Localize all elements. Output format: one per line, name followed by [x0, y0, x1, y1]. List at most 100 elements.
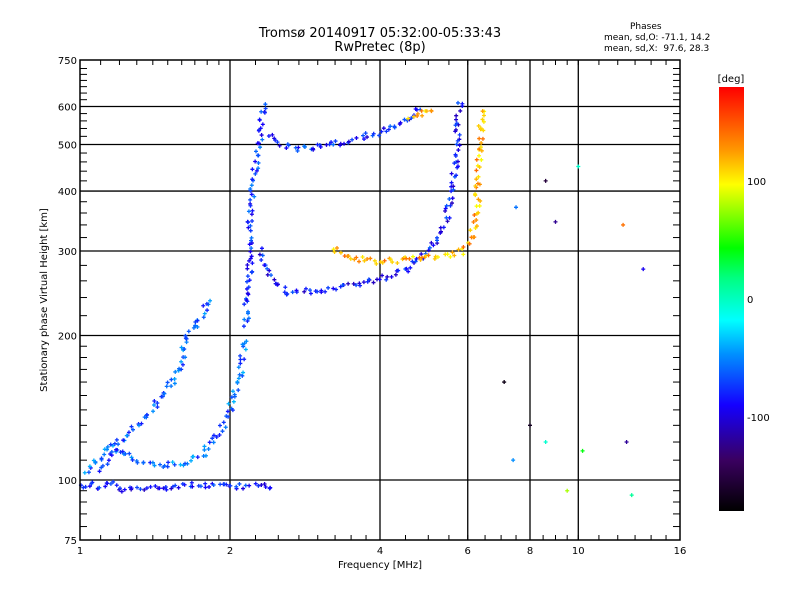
data-point: [453, 129, 458, 134]
data-point: [248, 249, 253, 254]
data-point: [543, 440, 548, 445]
data-point: [580, 448, 585, 453]
data-point: [124, 433, 129, 438]
data-point: [365, 135, 370, 140]
data-point: [352, 257, 357, 262]
data-point: [246, 285, 251, 290]
data-point: [247, 483, 252, 488]
data-point: [256, 483, 261, 488]
data-point: [260, 253, 265, 258]
data-point: [195, 318, 200, 323]
data-point: [443, 206, 448, 211]
data-point: [474, 157, 479, 162]
data-point: [248, 203, 253, 208]
data-point: [119, 489, 124, 494]
data-point: [244, 339, 249, 344]
data-point: [250, 269, 255, 274]
data-point: [262, 110, 267, 115]
data-point: [357, 281, 362, 286]
data-point: [103, 484, 108, 489]
data-point: [151, 409, 156, 414]
data-point: [456, 247, 461, 252]
data-point: [277, 143, 282, 148]
data-point: [214, 434, 219, 439]
data-point: [371, 131, 376, 136]
data-point: [621, 222, 626, 227]
data-point: [255, 141, 260, 146]
data-point: [528, 423, 532, 428]
data-point: [448, 254, 453, 259]
data-point: [135, 460, 140, 465]
data-point: [205, 308, 210, 313]
data-point: [467, 241, 472, 246]
data-point: [262, 481, 267, 486]
data-point: [451, 187, 456, 192]
data-point: [166, 460, 171, 465]
data-point: [238, 353, 243, 358]
data-point: [129, 455, 134, 460]
data-point: [111, 479, 116, 484]
data-point: [445, 219, 450, 224]
data-point: [242, 302, 247, 307]
data-point: [474, 168, 479, 173]
data-point: [452, 161, 457, 166]
data-point: [468, 228, 473, 233]
data-point: [451, 184, 456, 189]
data-point: [191, 325, 196, 330]
data-point: [565, 488, 570, 493]
data-point: [240, 373, 245, 378]
data-point: [236, 376, 241, 381]
colorbar-ticks: 100 0 -100: [747, 177, 770, 424]
data-point: [335, 245, 340, 250]
data-point: [269, 273, 274, 278]
data-point: [130, 427, 135, 432]
data-point: [240, 342, 245, 347]
data-point: [99, 465, 104, 470]
data-point: [479, 140, 484, 145]
data-point: [342, 141, 347, 146]
data-point: [144, 415, 149, 420]
data-point: [381, 126, 386, 131]
data-point: [388, 124, 393, 129]
data-point: [241, 324, 246, 329]
data-point: [249, 192, 254, 197]
axis-ticks: [80, 60, 680, 540]
data-point: [245, 319, 250, 324]
x-tick-label: 10: [572, 546, 585, 557]
data-point: [386, 127, 391, 132]
data-point: [393, 272, 398, 277]
data-point: [235, 379, 240, 384]
data-point: [243, 347, 248, 352]
data-point: [397, 122, 402, 127]
data-point: [311, 147, 316, 152]
data-point: [129, 486, 134, 491]
data-point: [245, 262, 250, 267]
data-point: [354, 135, 359, 140]
data-point: [129, 424, 134, 429]
data-point: [105, 462, 110, 467]
data-point: [377, 133, 382, 138]
chart-title: Tromsø 20140917 05:32:00-05:33:43: [258, 26, 502, 41]
data-point: [420, 113, 425, 118]
data-point: [332, 249, 337, 254]
data-point: [454, 113, 459, 118]
data-point: [228, 483, 233, 488]
data-point: [346, 139, 351, 144]
data-point: [419, 252, 424, 257]
data-point: [395, 260, 400, 265]
data-point: [217, 423, 222, 428]
data-point: [177, 366, 182, 371]
data-point: [361, 133, 366, 138]
data-point: [237, 481, 242, 486]
data-point: [255, 153, 260, 158]
data-point: [272, 277, 277, 282]
data-point: [93, 460, 98, 465]
data-point: [102, 452, 107, 457]
data-point: [350, 137, 355, 142]
data-point: [267, 268, 272, 273]
data-point: [201, 303, 206, 308]
data-point: [218, 482, 223, 487]
data-point: [392, 124, 397, 129]
data-point: [247, 242, 252, 247]
x-tick-label: 6: [465, 546, 471, 557]
